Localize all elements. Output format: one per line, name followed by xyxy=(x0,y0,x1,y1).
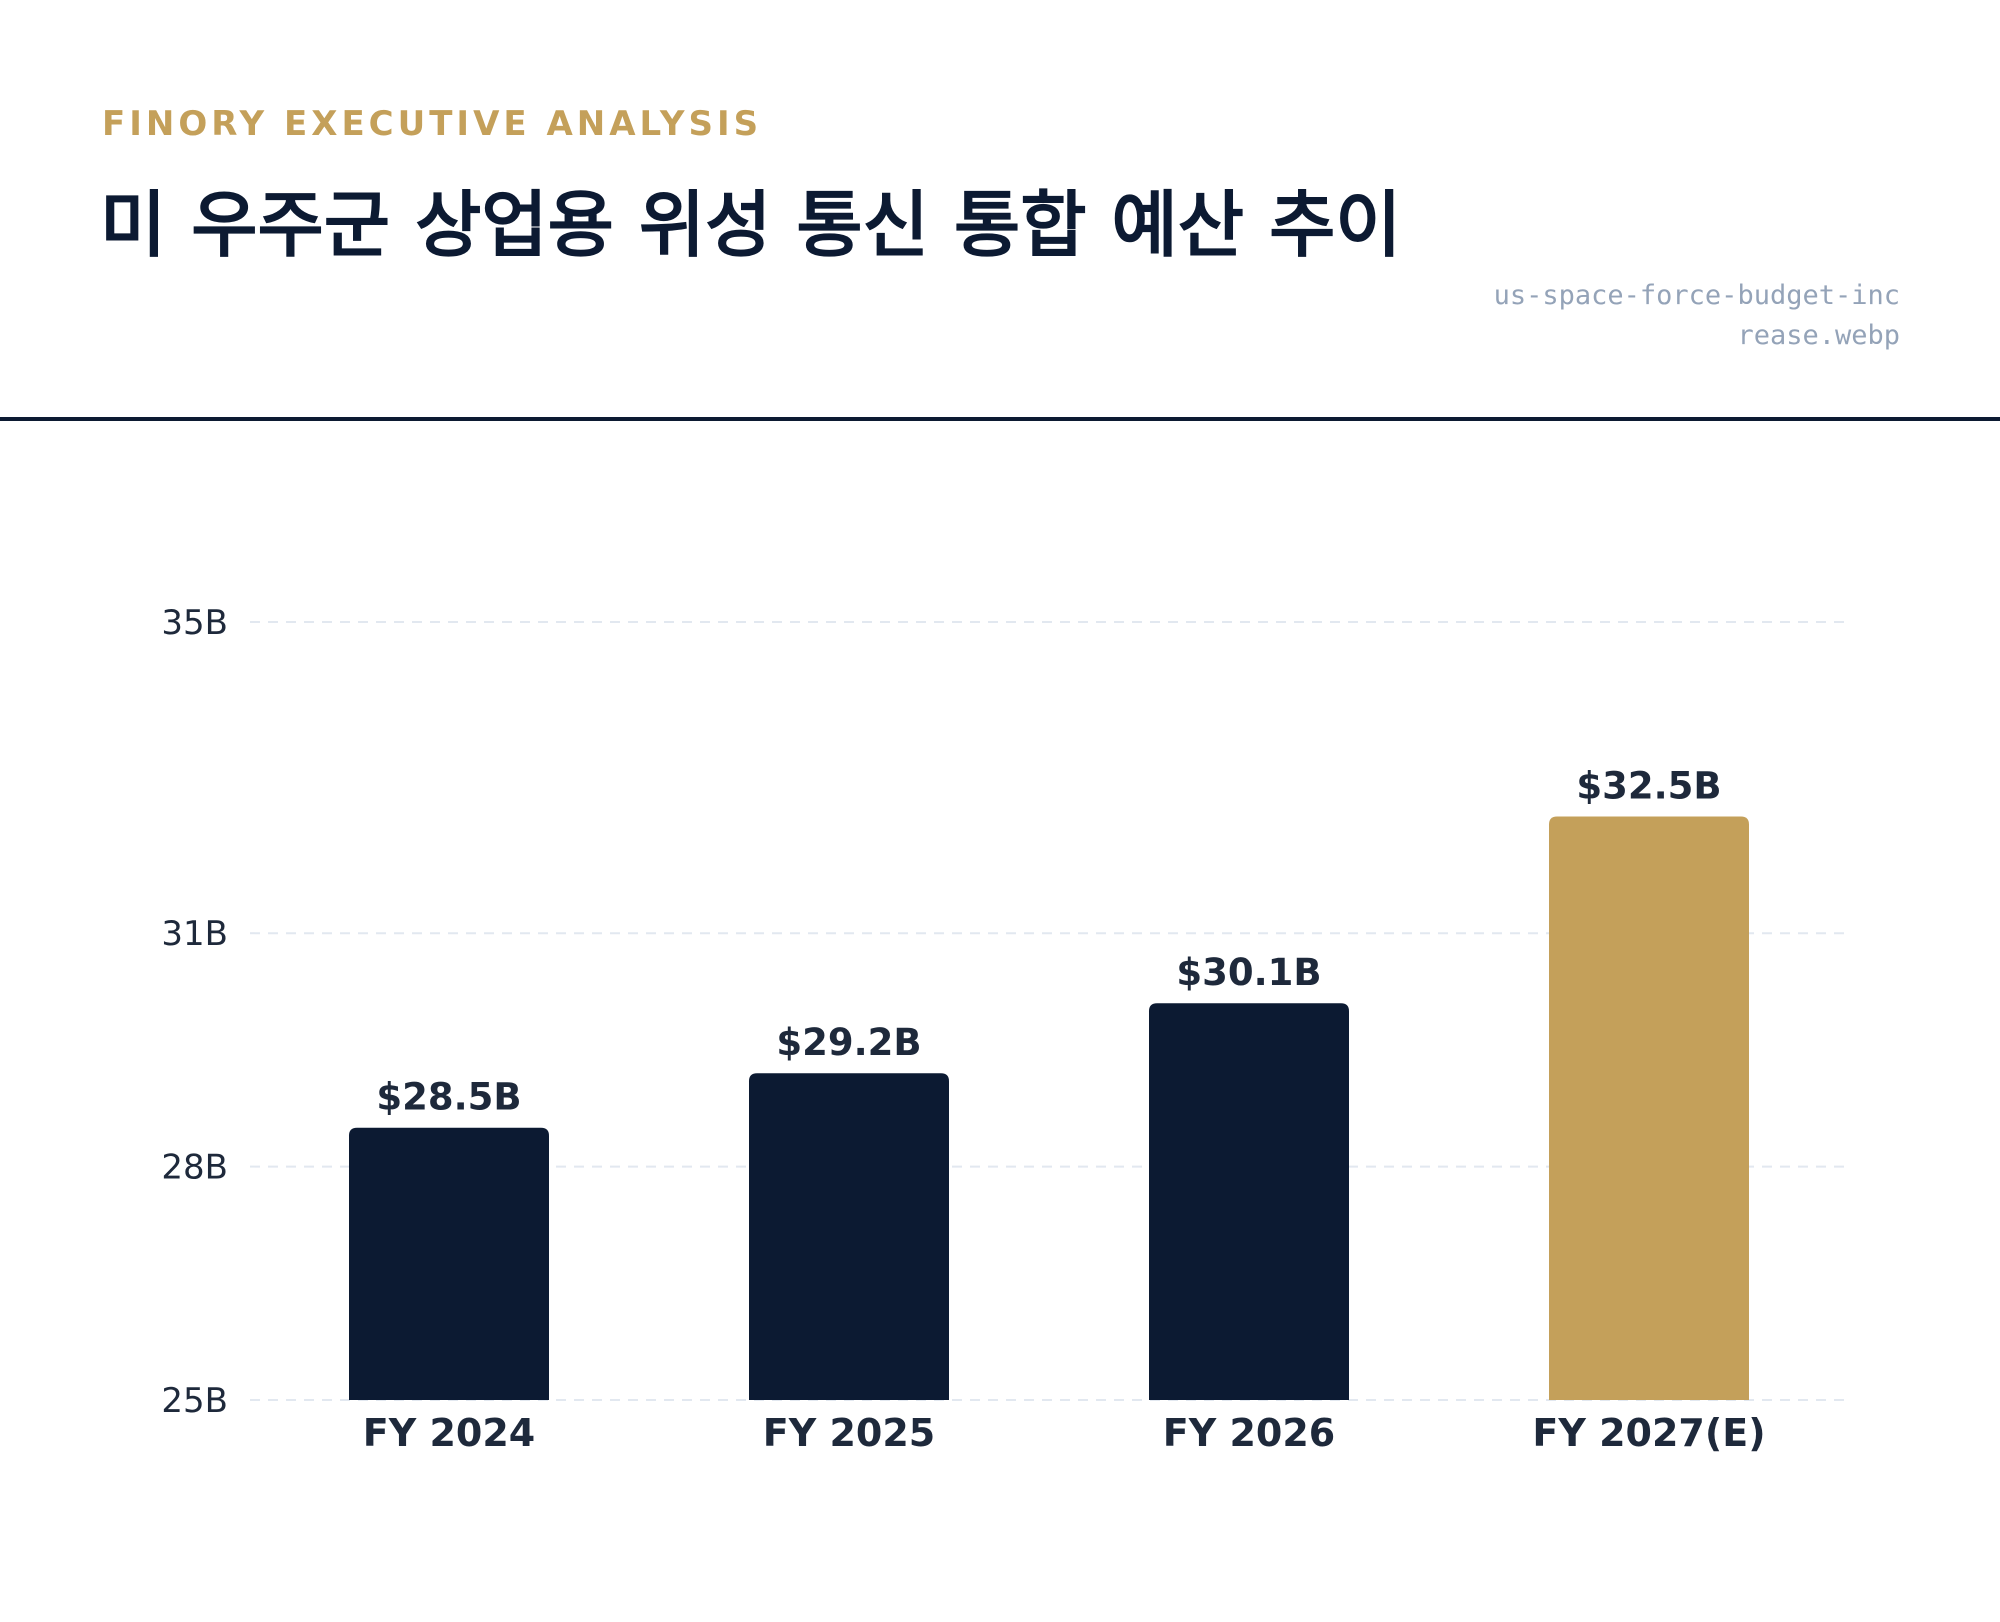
value-label: $28.5B xyxy=(376,1076,521,1119)
value-label: $30.1B xyxy=(1176,951,1321,994)
y-tick-label: 35B xyxy=(161,603,228,643)
x-tick-label: FY 2027(E) xyxy=(1532,1411,1765,1455)
y-tick-label: 31B xyxy=(161,914,228,954)
x-tick-label: FY 2025 xyxy=(763,1411,935,1455)
y-tick-label: 28B xyxy=(161,1148,228,1188)
header-divider xyxy=(0,417,2000,421)
bar xyxy=(1149,1003,1349,1400)
x-tick-label: FY 2024 xyxy=(363,1411,535,1455)
grid-lines xyxy=(250,621,1847,1401)
bar xyxy=(349,1127,549,1400)
value-label: $32.5B xyxy=(1576,765,1721,808)
chart-title: 미 우주군 상업용 위성 통신 통합 예산 추이 xyxy=(100,183,1402,267)
bar xyxy=(749,1073,949,1400)
filename-label: us-space-force-budget-increase.webp xyxy=(1493,280,1900,351)
value-label: $29.2B xyxy=(776,1021,921,1064)
x-tick-label: FY 2026 xyxy=(1163,1411,1335,1455)
report-kicker: FINORY EXECUTIVE ANALYSIS xyxy=(102,104,763,144)
labels: 25B 28B 31B 35B $28.5B FY 2024 $29.2B FY 2025 $3… xyxy=(161,603,1765,1455)
y-tick-label: 25B xyxy=(161,1381,228,1421)
bars xyxy=(349,816,1749,1400)
bar xyxy=(1549,816,1749,1400)
